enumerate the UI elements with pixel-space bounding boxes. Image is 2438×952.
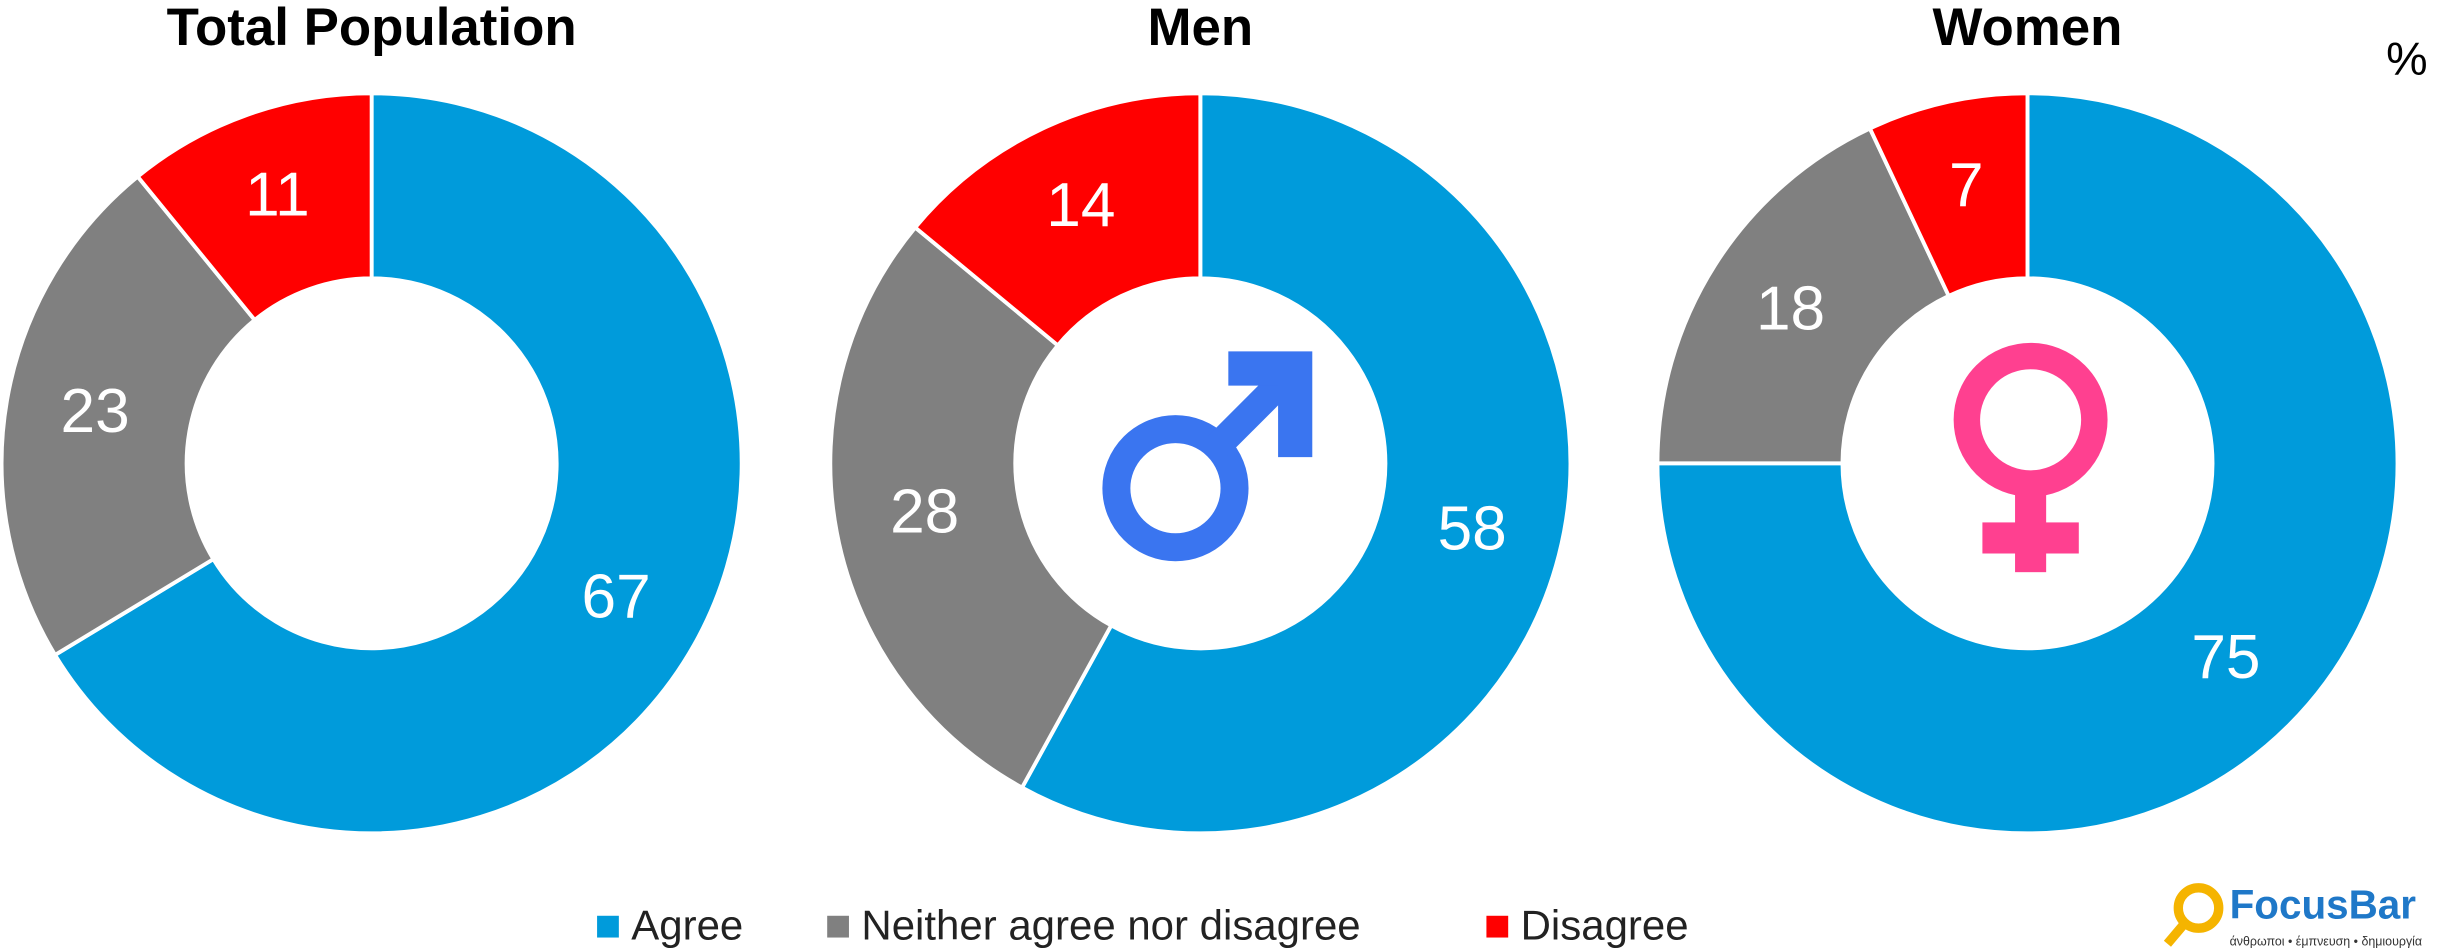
donut-segment	[1867, 91, 2030, 299]
logo-tagline: άνθρωποι • έμπνευση • δημιουργία	[2230, 934, 2423, 948]
logo-name: FocusBar	[2230, 882, 2417, 928]
donut-segment	[0, 173, 258, 658]
donut-segment	[52, 91, 744, 836]
data-label: 28	[890, 477, 959, 546]
data-label: 58	[1438, 495, 1507, 564]
legend-swatch	[827, 915, 849, 938]
legend-label: Agree	[631, 901, 743, 948]
legend-label: Neither agree nor disagree	[861, 901, 1360, 948]
legend-swatch	[597, 915, 619, 938]
data-label: 7	[1949, 151, 1984, 220]
female-icon	[1953, 342, 2108, 573]
data-label: 23	[61, 377, 130, 446]
logo: FocusBar άνθρωποι • έμπνευση • δημιουργί…	[2163, 882, 2423, 948]
unit-label: %	[2386, 33, 2427, 85]
donut-segment	[1019, 91, 1573, 836]
chart-title: Men	[1147, 0, 1253, 57]
data-label: 67	[582, 563, 651, 632]
chart-title: Women	[1933, 0, 2123, 57]
chart-title: Total Population	[167, 0, 577, 57]
donut-segment	[1655, 91, 2400, 836]
data-label: 11	[245, 160, 310, 229]
donut-segment	[134, 91, 374, 323]
donut-segment	[912, 91, 1203, 349]
data-label: 18	[1756, 274, 1825, 343]
legend-label: Disagree	[1521, 901, 1689, 948]
legend-swatch	[1486, 915, 1509, 938]
male-icon	[1102, 351, 1313, 562]
data-label: 75	[2191, 623, 2260, 692]
donut-segment	[1655, 125, 1952, 466]
data-label: 14	[1046, 171, 1115, 240]
donut-segment	[828, 224, 1114, 791]
